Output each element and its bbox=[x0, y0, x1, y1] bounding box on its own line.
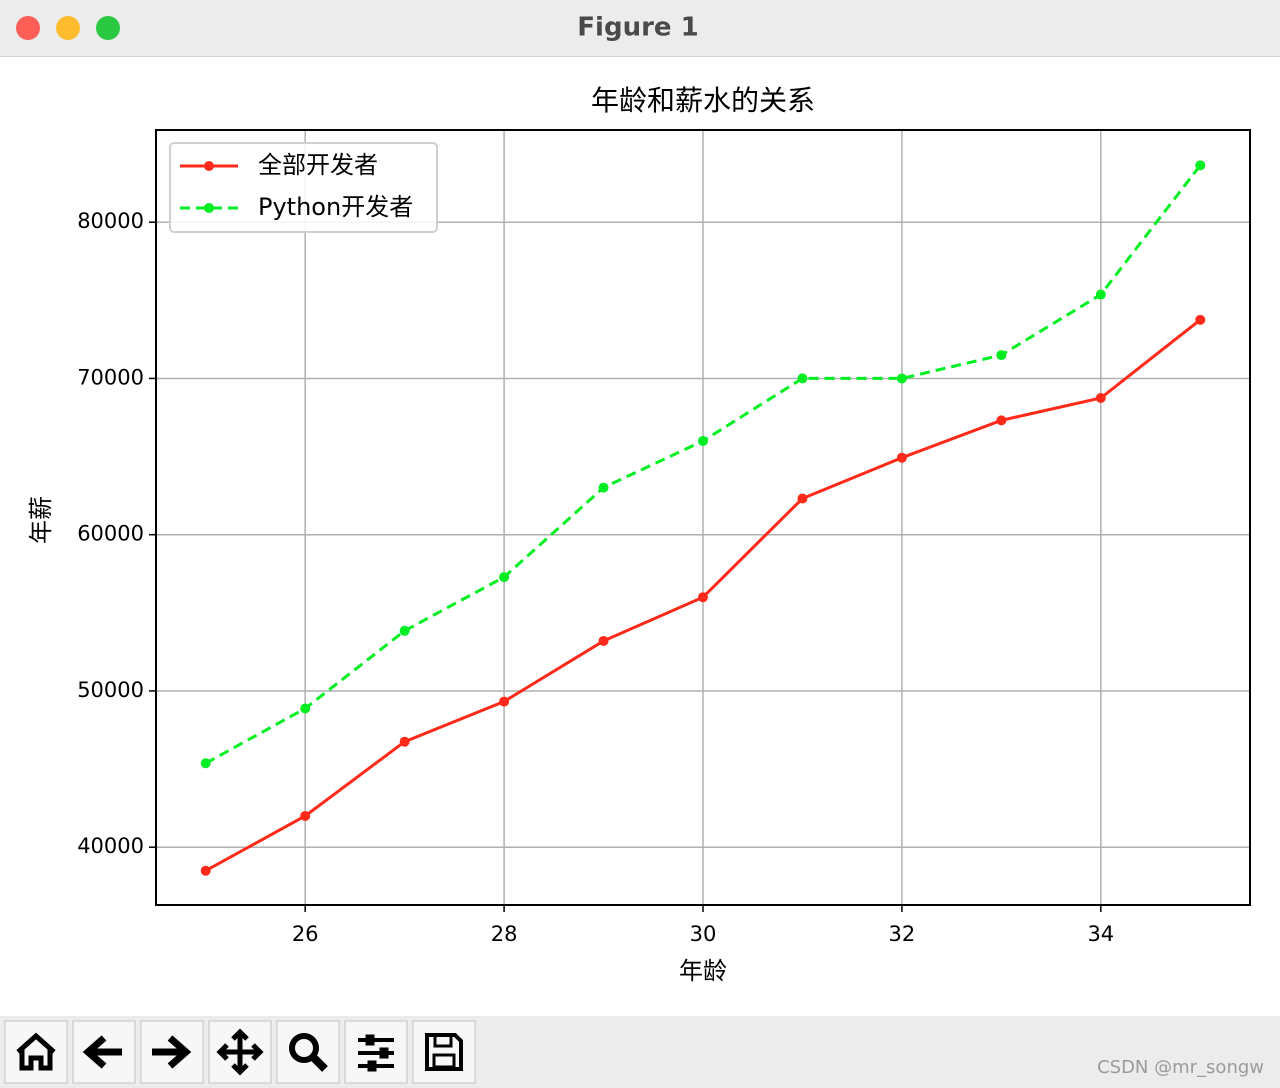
pan-icon bbox=[216, 1028, 264, 1076]
point-marker bbox=[1195, 160, 1206, 171]
x-tick-label: 34 bbox=[1087, 922, 1114, 946]
save-icon-slot bbox=[432, 1053, 456, 1069]
zoom-rect-button[interactable] bbox=[276, 1020, 340, 1084]
home-icon bbox=[16, 1032, 56, 1071]
point-marker bbox=[300, 810, 311, 821]
point-marker bbox=[1095, 393, 1106, 403]
point-marker bbox=[996, 415, 1007, 426]
plot-frame bbox=[155, 129, 1251, 906]
point-marker bbox=[1195, 314, 1206, 325]
configure-knob bbox=[379, 1047, 389, 1059]
point-marker bbox=[598, 635, 609, 646]
y-tick-label: 60000 bbox=[77, 522, 144, 546]
configure-knob bbox=[365, 1034, 375, 1046]
point-marker bbox=[797, 493, 808, 504]
point-marker bbox=[896, 373, 907, 384]
x-tick-label: 30 bbox=[690, 922, 717, 946]
point-marker bbox=[797, 373, 808, 384]
window-title: Figure 1 bbox=[577, 13, 698, 43]
point-marker bbox=[200, 758, 211, 769]
forward-icon bbox=[152, 1035, 192, 1069]
point-marker bbox=[896, 452, 907, 463]
zoom-icon bbox=[289, 1033, 319, 1063]
y-tick-label: 40000 bbox=[77, 834, 144, 858]
point-marker bbox=[300, 703, 311, 714]
back-icon bbox=[82, 1035, 122, 1069]
x-axis-label: 年龄 bbox=[679, 957, 727, 985]
zoom-icon-handle bbox=[310, 1054, 328, 1072]
legend-marker bbox=[204, 161, 214, 171]
toolbar-icons bbox=[16, 1028, 463, 1076]
legend-label: Python开发者 bbox=[258, 193, 413, 221]
point-marker bbox=[499, 572, 510, 583]
minimize-button[interactable] bbox=[56, 16, 80, 40]
y-tick-label: 80000 bbox=[77, 209, 144, 233]
point-marker bbox=[698, 435, 708, 446]
home-button[interactable] bbox=[4, 1020, 68, 1084]
y-axis-label: 年薪 bbox=[27, 496, 55, 544]
point-marker bbox=[399, 736, 410, 747]
zoom-button[interactable] bbox=[96, 16, 120, 40]
y-tick-label: 70000 bbox=[77, 365, 144, 389]
save-button[interactable] bbox=[412, 1020, 476, 1084]
legend-marker bbox=[204, 203, 214, 213]
close-button[interactable] bbox=[16, 16, 40, 40]
title-bar bbox=[0, 0, 1280, 56]
x-tick-label: 26 bbox=[292, 922, 319, 946]
point-marker bbox=[598, 482, 609, 493]
point-marker bbox=[200, 865, 211, 876]
x-tick-label: 28 bbox=[491, 922, 518, 946]
y-tick-label: 50000 bbox=[77, 678, 144, 702]
point-marker bbox=[1095, 289, 1106, 300]
point-marker bbox=[698, 592, 708, 603]
point-marker bbox=[996, 350, 1007, 361]
x-tick-label: 32 bbox=[889, 922, 916, 946]
point-marker bbox=[399, 625, 410, 636]
chart-title: 年龄和薪水的关系 bbox=[591, 84, 815, 117]
legend-label: 全部开发者 bbox=[258, 151, 378, 179]
configure-knob bbox=[367, 1060, 377, 1072]
save-icon-label bbox=[433, 1033, 453, 1048]
watermark: CSDN @mr_songw bbox=[1097, 1057, 1264, 1078]
point-marker bbox=[499, 696, 510, 707]
